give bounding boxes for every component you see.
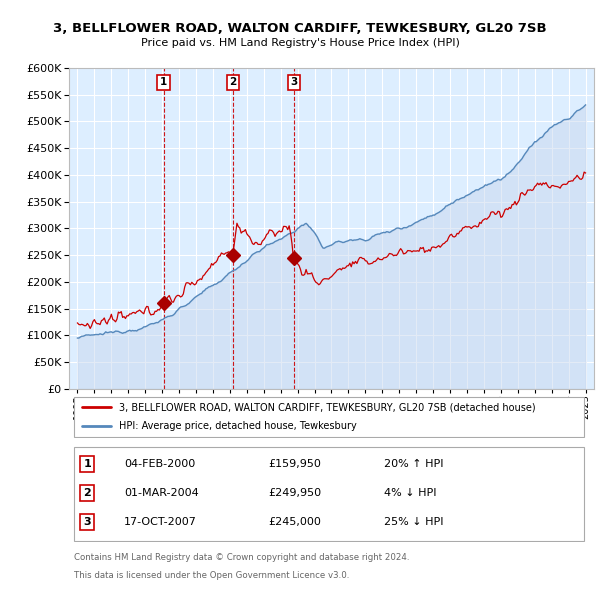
Text: 2: 2	[229, 77, 236, 87]
Text: 1: 1	[160, 77, 167, 87]
Text: 04-FEB-2000: 04-FEB-2000	[124, 459, 196, 469]
Text: 1: 1	[83, 459, 91, 469]
Text: Price paid vs. HM Land Registry's House Price Index (HPI): Price paid vs. HM Land Registry's House …	[140, 38, 460, 48]
FancyBboxPatch shape	[74, 447, 583, 540]
Text: 3, BELLFLOWER ROAD, WALTON CARDIFF, TEWKESBURY, GL20 7SB (detached house): 3, BELLFLOWER ROAD, WALTON CARDIFF, TEWK…	[119, 402, 536, 412]
Text: 25% ↓ HPI: 25% ↓ HPI	[384, 517, 443, 527]
FancyBboxPatch shape	[74, 396, 583, 437]
Text: Contains HM Land Registry data © Crown copyright and database right 2024.: Contains HM Land Registry data © Crown c…	[74, 553, 410, 562]
Text: 17-OCT-2007: 17-OCT-2007	[124, 517, 197, 527]
Text: £245,000: £245,000	[269, 517, 322, 527]
Text: 3: 3	[290, 77, 298, 87]
Text: 3, BELLFLOWER ROAD, WALTON CARDIFF, TEWKESBURY, GL20 7SB: 3, BELLFLOWER ROAD, WALTON CARDIFF, TEWK…	[53, 22, 547, 35]
Text: £159,950: £159,950	[269, 459, 322, 469]
Text: £249,950: £249,950	[269, 488, 322, 498]
Text: 01-MAR-2004: 01-MAR-2004	[124, 488, 199, 498]
Text: 2: 2	[83, 488, 91, 498]
Text: HPI: Average price, detached house, Tewkesbury: HPI: Average price, detached house, Tewk…	[119, 421, 356, 431]
Text: 4% ↓ HPI: 4% ↓ HPI	[384, 488, 437, 498]
Text: 20% ↑ HPI: 20% ↑ HPI	[384, 459, 443, 469]
Text: 3: 3	[83, 517, 91, 527]
Text: This data is licensed under the Open Government Licence v3.0.: This data is licensed under the Open Gov…	[74, 571, 350, 580]
